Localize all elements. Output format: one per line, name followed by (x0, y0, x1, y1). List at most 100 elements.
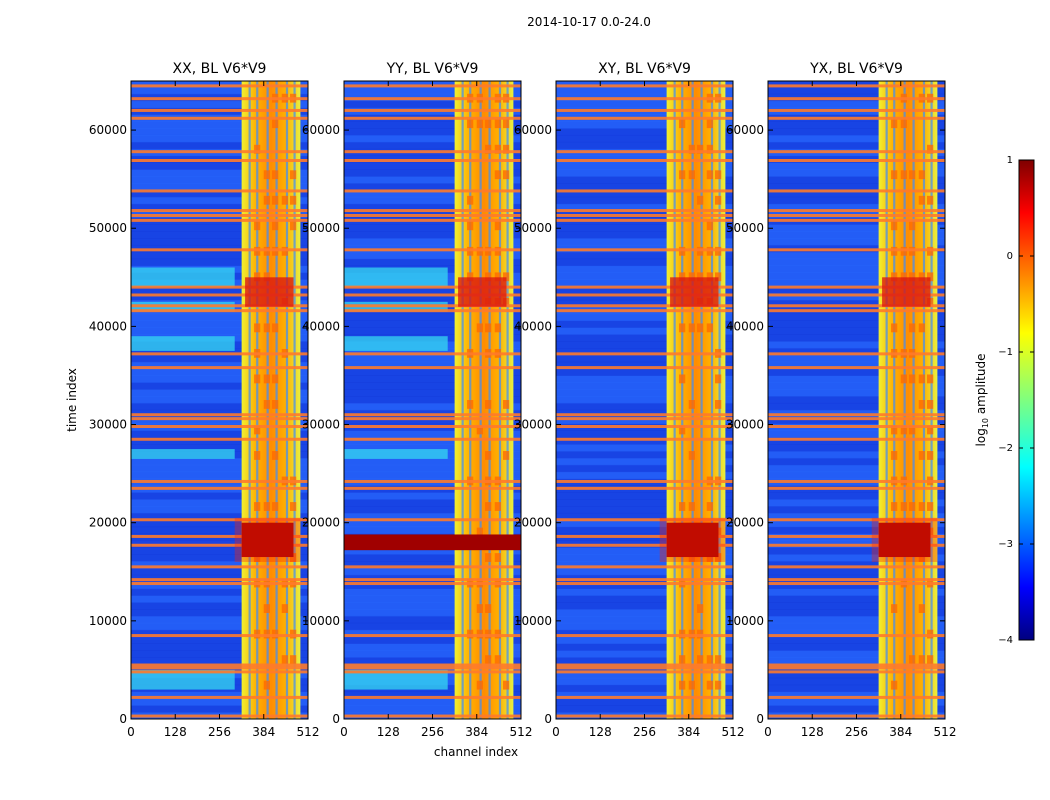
colorbar-gradient (1018, 159, 1035, 641)
texture-row (556, 189, 733, 198)
texture-row (556, 176, 733, 184)
texture-row (768, 375, 945, 383)
strong-rfi-block (241, 522, 294, 558)
texture-row (131, 526, 308, 534)
band-blob (476, 527, 483, 537)
band-blob (494, 221, 501, 231)
band-blob (715, 400, 722, 409)
colorbar-label: log10 amplitude (974, 354, 990, 447)
rfi-line (131, 634, 308, 638)
y-tick-label: 20000 (514, 516, 552, 530)
texture-row (344, 650, 521, 658)
band-blob (891, 170, 898, 180)
rfi-line (556, 209, 733, 213)
band-blob (679, 680, 686, 690)
texture-row (768, 128, 945, 136)
texture-row (556, 375, 733, 383)
texture-row (768, 581, 945, 589)
texture-row (556, 141, 733, 150)
rfi-line (131, 248, 308, 252)
texture-row (768, 183, 945, 191)
texture-row (556, 293, 733, 301)
band-blob (715, 680, 722, 690)
y-tick-label: 30000 (302, 418, 340, 432)
band-blob (688, 400, 695, 409)
rfi-line (768, 159, 945, 163)
band-blob (263, 502, 270, 511)
band-blob (254, 553, 261, 562)
rfi-line (556, 218, 733, 222)
texture-row (556, 595, 733, 603)
x-tick-label: 128 (377, 725, 400, 739)
texture-row (131, 238, 308, 246)
x-tick-label: 256 (633, 725, 656, 739)
band-blob (290, 170, 297, 180)
band-blob (688, 553, 695, 562)
rfi-line (344, 150, 521, 154)
texture-row (556, 609, 733, 617)
band-blob (254, 374, 261, 384)
texture-row (344, 354, 521, 363)
band-gap-stripe (903, 81, 906, 719)
texture-row (131, 176, 308, 184)
texture-row (768, 506, 945, 514)
rfi-line (556, 663, 733, 667)
panel-title: XX, BL V6*V9 (173, 61, 267, 77)
texture-row (131, 389, 308, 397)
band-blob (494, 323, 501, 333)
rfi-line (344, 116, 521, 120)
band-blob (263, 374, 270, 384)
band-blob (706, 680, 713, 690)
band-blob (697, 144, 704, 154)
rfi-halo (234, 517, 301, 562)
texture-row (768, 560, 945, 569)
texture-row (556, 657, 733, 665)
x-tick-label: 512 (934, 725, 957, 739)
band-blob (918, 170, 925, 180)
band-blob (909, 170, 916, 180)
y-tick-label: 10000 (302, 614, 340, 628)
texture-row (344, 519, 521, 528)
texture-row (344, 313, 521, 321)
texture-row (768, 299, 945, 308)
texture-row (556, 698, 733, 706)
band-blob (909, 272, 916, 282)
rfi-line (556, 582, 733, 586)
texture-row (344, 196, 521, 205)
texture-row (131, 251, 308, 260)
band-blob (706, 170, 713, 180)
band-blob (494, 144, 501, 154)
colorbar-label-main: log (974, 428, 988, 446)
rfi-line (768, 565, 945, 569)
texture-row (131, 134, 308, 143)
texture-row (344, 554, 521, 562)
band-blob (706, 144, 713, 154)
texture-row (556, 499, 733, 507)
rfi-line (768, 518, 945, 522)
rfi-line (768, 285, 945, 289)
band-blob (697, 655, 704, 665)
band-blob (254, 272, 261, 282)
rfi-line (768, 213, 945, 217)
rfi-line (768, 534, 945, 538)
texture-row (131, 286, 308, 294)
cyan-patch (131, 669, 235, 690)
band-blob (909, 655, 916, 665)
rfi-line (556, 213, 733, 217)
texture-row (131, 643, 308, 651)
band-blob (494, 119, 501, 129)
rfi-line (344, 582, 521, 586)
rfi-line (131, 189, 308, 193)
texture-row (768, 499, 945, 507)
texture-row (344, 224, 521, 232)
texture-row (768, 402, 945, 411)
band-gap-stripe (498, 81, 502, 719)
texture-row (556, 581, 733, 589)
texture-row (768, 602, 945, 610)
band-blob (715, 195, 722, 205)
band-blob (706, 553, 713, 562)
band-blob (485, 144, 492, 154)
band-blob (503, 119, 510, 129)
texture-row (344, 231, 521, 239)
texture-row (556, 416, 733, 425)
